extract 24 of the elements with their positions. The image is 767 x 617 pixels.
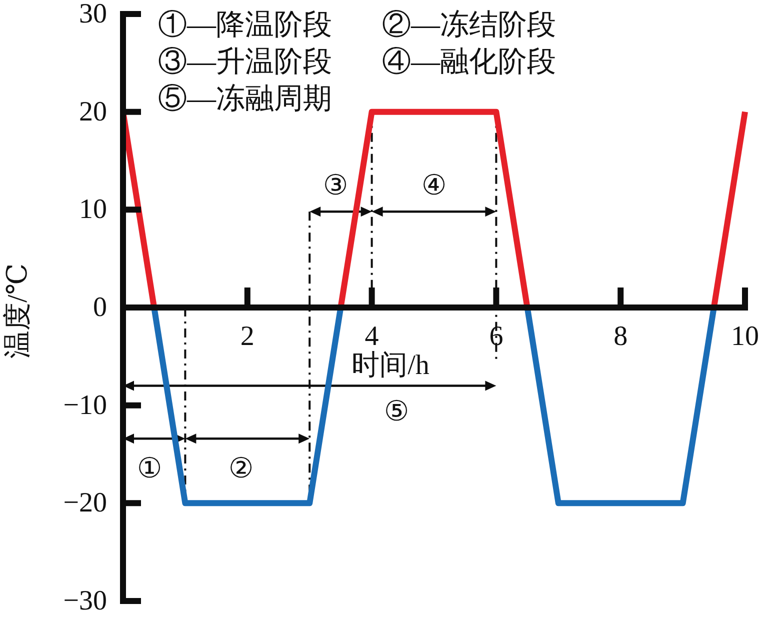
y-tick-label: −10 <box>63 390 107 421</box>
annotation: ① <box>137 453 162 484</box>
y-tick-label: 20 <box>79 96 107 128</box>
annotation: ② <box>228 453 254 484</box>
annotation: ③ <box>323 170 348 202</box>
y-tick-label: 10 <box>79 194 107 226</box>
y-axis-title: 温度/℃ <box>2 263 34 359</box>
x-axis-title: 时间/h <box>352 350 430 381</box>
annotation: ⑤ <box>384 396 410 428</box>
annotation: ④—融化阶段 <box>382 46 556 78</box>
y-tick-label: 30 <box>79 0 107 30</box>
y-tick-label: 0 <box>93 292 107 323</box>
annotation: ④ <box>422 170 446 202</box>
y-tick-label: −30 <box>63 586 107 616</box>
x-tick-label: 4 <box>364 321 379 352</box>
annotation: ③—升温阶段 <box>158 46 332 78</box>
annotation: ②—冻结阶段 <box>382 9 556 41</box>
x-tick-label: 2 <box>240 321 254 352</box>
x-tick-label: 10 <box>731 321 759 352</box>
x-tick-label: 8 <box>614 321 628 352</box>
annotation: ①—降温阶段 <box>158 9 332 41</box>
y-tick-label: −20 <box>63 488 107 519</box>
x-tick-label: 6 <box>489 321 504 352</box>
annotation: ⑤—冻融周期 <box>158 83 332 115</box>
